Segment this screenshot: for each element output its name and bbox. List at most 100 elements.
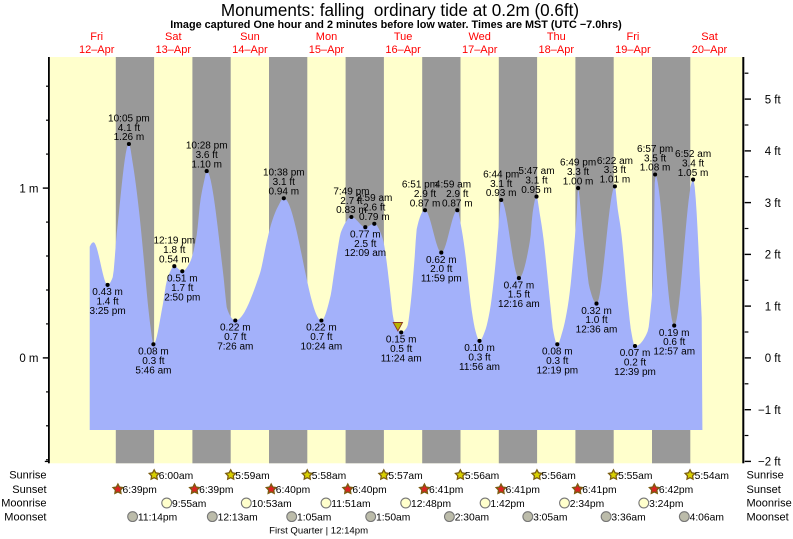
svg-text:9:55am: 9:55am xyxy=(172,499,206,510)
svg-text:11:59 pm: 11:59 pm xyxy=(421,274,462,285)
svg-text:3.3 ft: 3.3 ft xyxy=(604,165,626,176)
svg-text:0.95 m: 0.95 m xyxy=(521,185,552,196)
svg-text:0.47 m: 0.47 m xyxy=(504,280,535,291)
svg-text:1.01 m: 1.01 m xyxy=(600,175,631,186)
svg-text:0.87 m: 0.87 m xyxy=(410,198,441,209)
svg-text:5:59am: 5:59am xyxy=(235,471,269,482)
svg-text:1:50am: 1:50am xyxy=(376,513,410,524)
svg-text:0.93 m: 0.93 m xyxy=(486,188,517,199)
svg-text:2.9 ft: 2.9 ft xyxy=(446,189,468,200)
svg-text:0 m: 0 m xyxy=(19,353,38,365)
svg-text:6:51 pm: 6:51 pm xyxy=(402,180,438,191)
svg-text:0.3 ft: 0.3 ft xyxy=(468,353,490,364)
svg-text:3:05am: 3:05am xyxy=(533,513,567,524)
svg-text:2:30am: 2:30am xyxy=(455,513,489,524)
svg-text:3:25 pm: 3:25 pm xyxy=(90,306,126,317)
svg-text:2 ft: 2 ft xyxy=(765,250,782,262)
svg-text:0.08 m: 0.08 m xyxy=(138,347,169,358)
svg-text:4:06am: 4:06am xyxy=(690,513,724,524)
svg-text:6:00am: 6:00am xyxy=(159,471,193,482)
svg-text:6:40pm: 6:40pm xyxy=(352,485,386,496)
svg-text:12:39 pm: 12:39 pm xyxy=(614,367,656,378)
svg-text:6:49 pm: 6:49 pm xyxy=(560,158,596,169)
svg-text:2.7 ft: 2.7 ft xyxy=(340,196,362,207)
svg-text:10:38 pm: 10:38 pm xyxy=(263,168,305,179)
svg-text:Tue: Tue xyxy=(394,31,413,43)
svg-text:2:59 am: 2:59 am xyxy=(356,193,392,204)
svg-text:0.08 m: 0.08 m xyxy=(542,347,573,358)
svg-text:5:58am: 5:58am xyxy=(312,471,346,482)
svg-text:4.1 ft: 4.1 ft xyxy=(118,123,140,134)
svg-text:12:13am: 12:13am xyxy=(218,513,258,524)
svg-text:Monuments: falling ordinary t: Monuments: falling ordinary tide at 0.2m… xyxy=(221,1,579,20)
svg-text:0.3 ft: 0.3 ft xyxy=(546,356,568,367)
svg-text:0.7 ft: 0.7 ft xyxy=(310,332,332,343)
svg-text:3.1 ft: 3.1 ft xyxy=(273,177,295,188)
svg-text:2.0 ft: 2.0 ft xyxy=(430,264,452,275)
svg-text:6:22 am: 6:22 am xyxy=(597,156,633,167)
svg-text:12–Apr: 12–Apr xyxy=(79,44,115,56)
svg-text:Wed: Wed xyxy=(468,31,490,43)
svg-text:3.4 ft: 3.4 ft xyxy=(682,158,704,169)
svg-text:1.7 ft: 1.7 ft xyxy=(171,283,193,294)
svg-text:6:41pm: 6:41pm xyxy=(429,485,463,496)
svg-text:5:55am: 5:55am xyxy=(618,471,652,482)
svg-text:13–Apr: 13–Apr xyxy=(156,44,192,56)
svg-text:7:26 am: 7:26 am xyxy=(217,342,253,353)
svg-text:Sat: Sat xyxy=(165,31,182,43)
svg-text:5:56am: 5:56am xyxy=(465,471,499,482)
svg-text:0.19 m: 0.19 m xyxy=(659,328,690,339)
svg-text:0.2 ft: 0.2 ft xyxy=(624,358,646,369)
svg-text:12:16 am: 12:16 am xyxy=(498,299,540,310)
svg-text:6:44 pm: 6:44 pm xyxy=(483,169,519,180)
svg-text:Sunset: Sunset xyxy=(12,484,46,496)
svg-text:6:41pm: 6:41pm xyxy=(506,485,540,496)
svg-text:Fri: Fri xyxy=(90,31,103,43)
svg-text:Sat: Sat xyxy=(701,31,718,43)
svg-text:6:39pm: 6:39pm xyxy=(123,485,157,496)
svg-text:2.5 ft: 2.5 ft xyxy=(354,239,376,250)
svg-text:3.6 ft: 3.6 ft xyxy=(196,150,218,161)
svg-text:1.8 ft: 1.8 ft xyxy=(163,245,185,256)
svg-text:0.77 m: 0.77 m xyxy=(350,229,381,240)
svg-text:Moonrise: Moonrise xyxy=(747,498,792,510)
svg-text:12:19 pm: 12:19 pm xyxy=(153,236,195,247)
svg-text:1 ft: 1 ft xyxy=(765,301,782,313)
svg-text:4 ft: 4 ft xyxy=(765,146,782,158)
svg-text:18–Apr: 18–Apr xyxy=(539,44,575,56)
svg-text:0.43 m: 0.43 m xyxy=(92,287,123,298)
svg-text:2.9 ft: 2.9 ft xyxy=(414,189,436,200)
svg-text:10:05 pm: 10:05 pm xyxy=(108,113,150,124)
svg-text:14–Apr: 14–Apr xyxy=(232,44,268,56)
svg-text:0.6 ft: 0.6 ft xyxy=(663,337,685,348)
svg-text:−2 ft: −2 ft xyxy=(758,457,782,469)
svg-text:12:57 am: 12:57 am xyxy=(653,347,695,358)
svg-text:2:34pm: 2:34pm xyxy=(570,499,604,510)
svg-text:6:40pm: 6:40pm xyxy=(276,485,310,496)
svg-text:−1 ft: −1 ft xyxy=(758,405,782,417)
svg-text:5:56am: 5:56am xyxy=(542,471,576,482)
svg-text:5:46 am: 5:46 am xyxy=(135,365,171,376)
svg-text:15–Apr: 15–Apr xyxy=(309,44,345,56)
svg-text:1.5 ft: 1.5 ft xyxy=(508,290,530,301)
svg-text:20–Apr: 20–Apr xyxy=(692,44,728,56)
svg-text:7:49 pm: 7:49 pm xyxy=(333,186,369,197)
svg-text:0.32 m: 0.32 m xyxy=(581,306,612,317)
svg-text:Moonset: Moonset xyxy=(4,511,46,523)
svg-text:12:48pm: 12:48pm xyxy=(411,499,451,510)
svg-text:10:24 am: 10:24 am xyxy=(301,342,343,353)
svg-text:Moonrise: Moonrise xyxy=(1,498,46,510)
svg-text:17–Apr: 17–Apr xyxy=(462,44,498,56)
svg-text:3.1 ft: 3.1 ft xyxy=(525,175,547,186)
svg-text:0.54 m: 0.54 m xyxy=(159,254,190,265)
svg-text:5 ft: 5 ft xyxy=(765,94,782,106)
svg-text:3.5 ft: 3.5 ft xyxy=(644,153,666,164)
svg-text:0.22 m: 0.22 m xyxy=(306,323,337,334)
svg-text:1.0 ft: 1.0 ft xyxy=(585,315,607,326)
svg-text:1 m: 1 m xyxy=(19,183,38,195)
svg-text:2.6 ft: 2.6 ft xyxy=(363,203,385,214)
svg-text:1.10 m: 1.10 m xyxy=(191,159,222,170)
svg-text:0.87 m: 0.87 m xyxy=(442,198,473,209)
svg-text:19–Apr: 19–Apr xyxy=(615,44,651,56)
svg-text:11:24 am: 11:24 am xyxy=(381,353,422,364)
